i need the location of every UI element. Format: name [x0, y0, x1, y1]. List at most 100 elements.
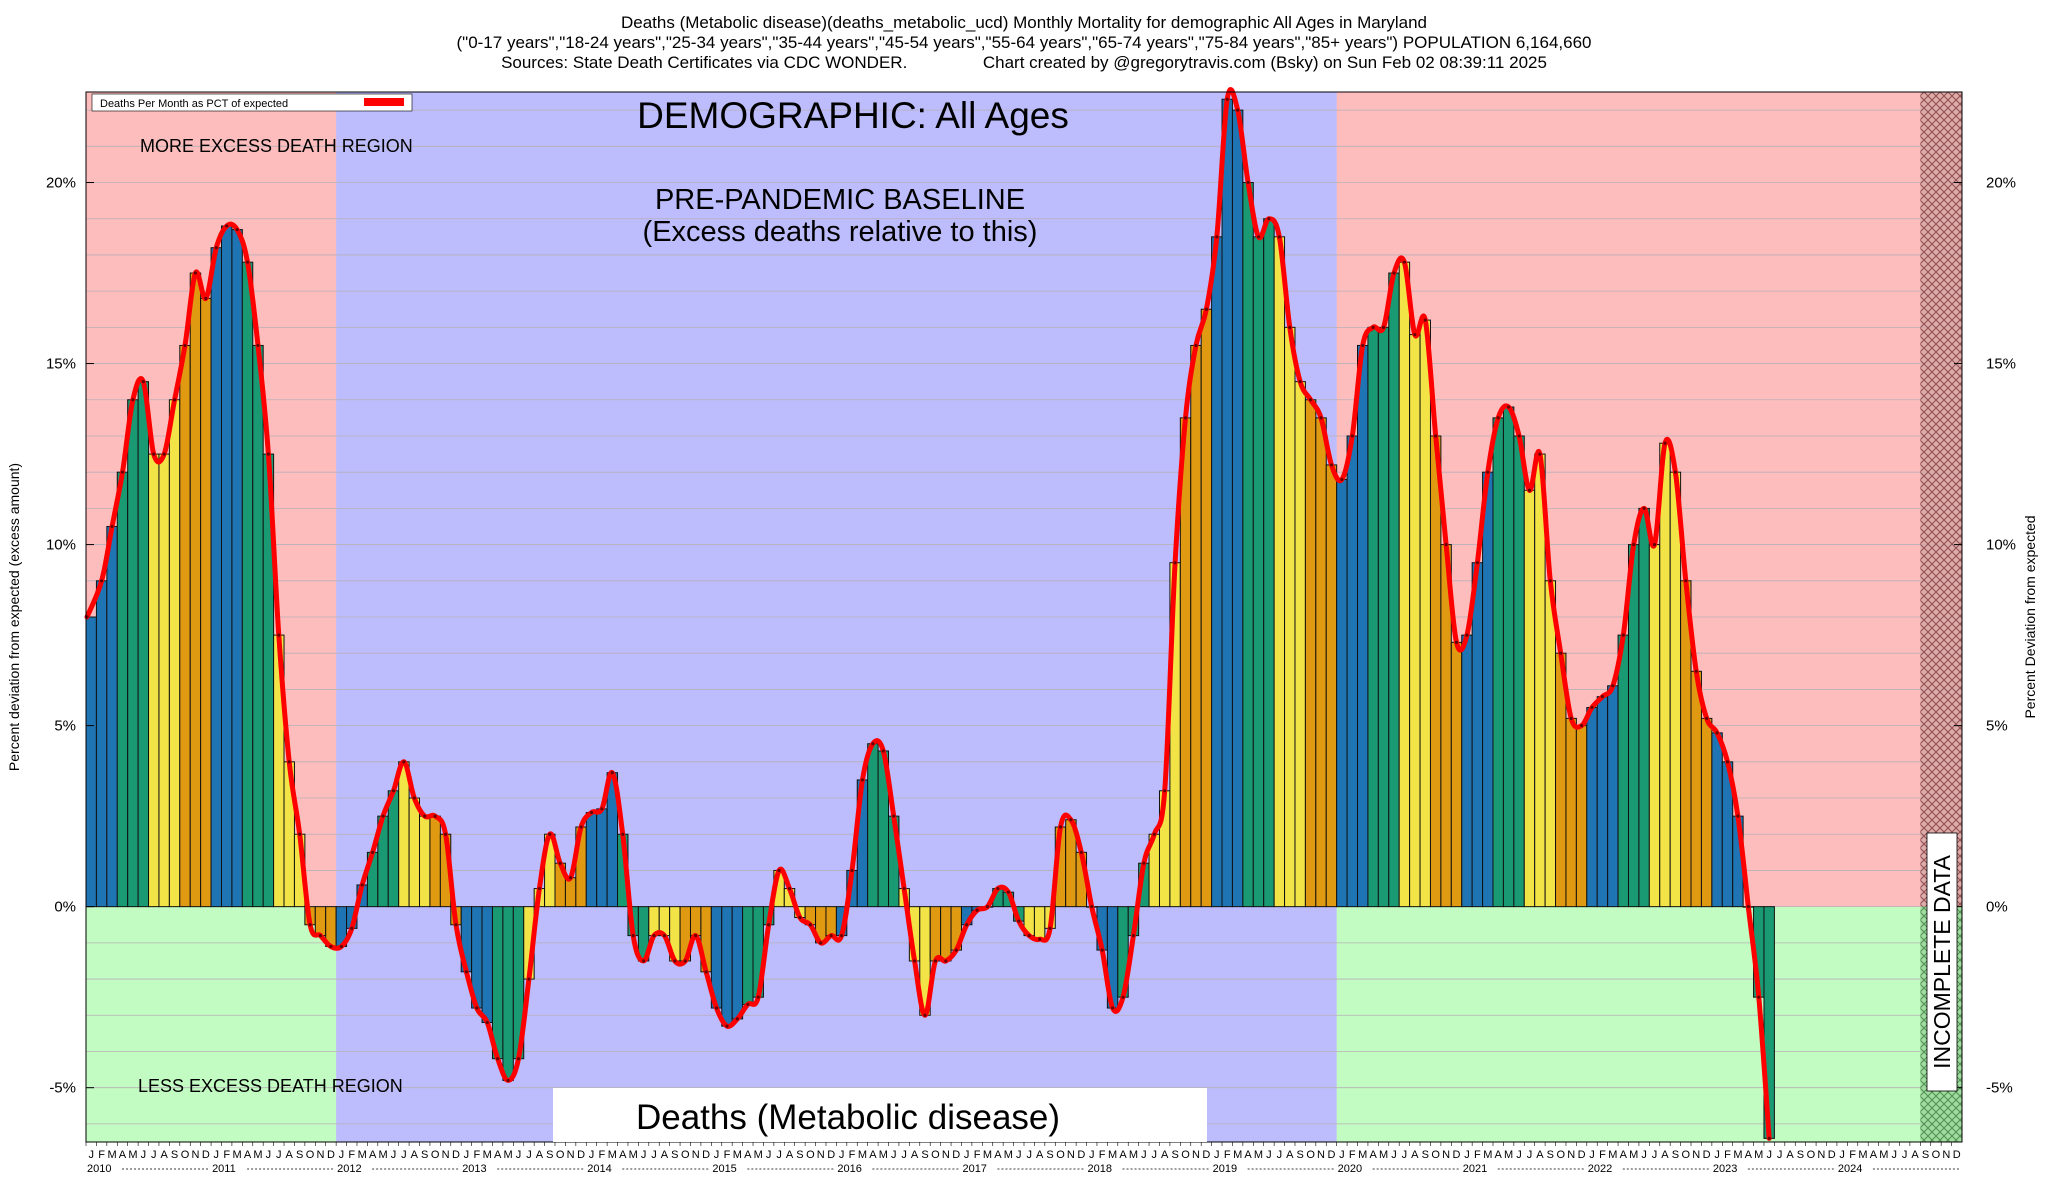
data-bar	[742, 906, 754, 1005]
data-bar	[1711, 732, 1723, 908]
x-month-label: J	[1026, 1149, 1032, 1161]
x-month-label: D	[827, 1149, 835, 1161]
x-month-label: M	[858, 1149, 867, 1161]
x-month-label: D	[1077, 1149, 1085, 1161]
y-tick-label-left: 0%	[54, 899, 76, 916]
data-bar	[564, 877, 577, 908]
trend-point	[235, 227, 239, 232]
x-month-label: D	[1202, 1149, 1210, 1161]
data-bar	[1669, 471, 1682, 908]
trend-point	[912, 959, 917, 963]
x-month-label: A	[411, 1149, 419, 1161]
data-bar	[1607, 685, 1619, 908]
bottom-label: Deaths (Metabolic disease)	[636, 1098, 1060, 1137]
trend-point	[1590, 705, 1594, 710]
trend-point	[402, 760, 406, 764]
trend-point	[1736, 814, 1740, 818]
data-bar	[1690, 670, 1702, 908]
y-tick-label-right: 10%	[1986, 537, 2016, 554]
trend-point	[371, 850, 375, 854]
x-month-label: M	[1108, 1149, 1117, 1161]
trend-point	[1038, 937, 1042, 941]
data-bar	[200, 297, 212, 908]
trend-point	[1121, 995, 1125, 999]
data-bar	[210, 247, 222, 908]
data-bar	[825, 906, 837, 937]
data-bar	[1648, 544, 1661, 908]
x-month-label: N	[1067, 1149, 1075, 1161]
x-year-label: 2020	[1338, 1163, 1362, 1175]
data-bar	[189, 272, 202, 908]
x-month-label: M	[1254, 1149, 1263, 1161]
x-year-label: 2010	[87, 1163, 111, 1175]
trend-point	[204, 296, 208, 300]
trend-point	[516, 1057, 521, 1061]
x-month-label: A	[661, 1149, 669, 1161]
trend-point	[892, 814, 896, 818]
x-month-label: M	[253, 1149, 262, 1161]
trend-point	[767, 923, 771, 927]
x-year-label: 2022	[1588, 1163, 1612, 1175]
x-month-label: D	[1327, 1149, 1335, 1161]
trend-point	[329, 944, 333, 949]
incomplete-overlay	[1920, 92, 1962, 907]
trend-point	[1048, 926, 1052, 930]
x-month-label: J	[1589, 1149, 1595, 1161]
x-month-label: O	[681, 1149, 690, 1161]
x-month-label: S	[1171, 1149, 1178, 1161]
trend-point	[1131, 934, 1136, 938]
data-bar	[1659, 442, 1671, 908]
data-bar	[1596, 696, 1609, 908]
trend-point	[433, 814, 437, 818]
x-month-label: A	[1369, 1149, 1377, 1161]
x-month-label: M	[483, 1149, 492, 1161]
data-bar	[1231, 109, 1244, 908]
y-axis-label-left: Percent deviation from expected (excess …	[6, 463, 22, 771]
x-month-label: M	[879, 1149, 888, 1161]
x-year-label: 2024	[1838, 1163, 1862, 1175]
trend-point	[798, 915, 802, 920]
x-month-label: D	[952, 1149, 960, 1161]
x-month-label: A	[286, 1149, 294, 1161]
x-month-label: O	[431, 1149, 440, 1161]
data-bar	[1284, 326, 1296, 908]
data-bar	[1200, 308, 1213, 908]
trend-point	[1725, 760, 1730, 764]
data-bar	[85, 616, 97, 908]
trend-point	[1204, 307, 1208, 311]
data-bar	[1429, 435, 1442, 908]
trend-point	[152, 452, 156, 456]
x-year-label: 2021	[1463, 1163, 1487, 1175]
trend-point	[1767, 1136, 1771, 1140]
data-bar	[127, 399, 139, 908]
x-month-label: J	[1339, 1149, 1345, 1161]
data-bar	[1388, 272, 1400, 908]
x-month-label: A	[369, 1149, 377, 1161]
x-month-label: J	[776, 1149, 782, 1161]
trend-point	[110, 524, 114, 529]
x-month-label: O	[806, 1149, 815, 1161]
trend-point	[350, 926, 354, 930]
x-month-label: J	[151, 1149, 157, 1161]
x-month-label: S	[796, 1149, 803, 1161]
x-month-label: J	[516, 1149, 522, 1161]
x-month-label: D	[327, 1149, 335, 1161]
x-month-label: D	[202, 1149, 210, 1161]
x-month-label: J	[1089, 1149, 1095, 1161]
trend-point	[100, 579, 104, 583]
trend-point	[412, 796, 416, 800]
data-bar	[1377, 326, 1390, 908]
trend-point	[1392, 271, 1396, 275]
x-month-label: O	[181, 1149, 190, 1161]
x-year-label: 2012	[337, 1163, 361, 1175]
x-month-label: N	[442, 1149, 450, 1161]
data-bar	[148, 453, 160, 908]
trend-point	[214, 246, 218, 250]
x-month-label: S	[1297, 1149, 1304, 1161]
y-tick-label-left: 20%	[46, 175, 76, 192]
x-month-label: N	[1442, 1149, 1450, 1161]
data-bar	[1315, 417, 1327, 908]
x-month-label: F	[974, 1149, 981, 1161]
data-bar	[1367, 326, 1379, 908]
trend-point	[1288, 325, 1292, 329]
